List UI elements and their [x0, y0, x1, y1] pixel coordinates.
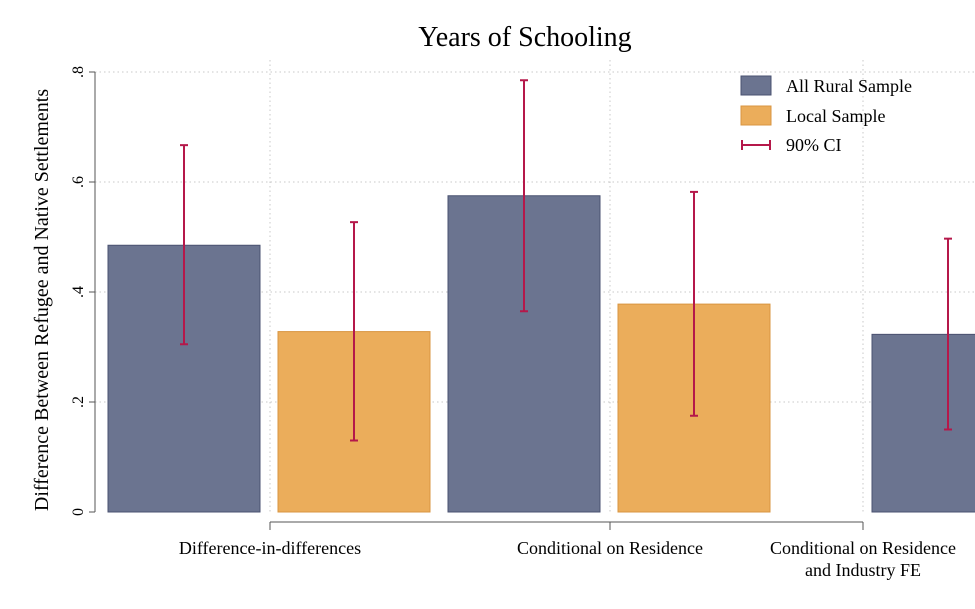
y-tick-label: .2 [70, 396, 87, 408]
x-tick-label: and Industry FE [805, 560, 921, 580]
x-tick-label: Difference-in-differences [179, 538, 361, 558]
legend-swatch [740, 105, 772, 126]
legend-label: All Rural Sample [786, 76, 912, 96]
ci-bar [180, 144, 188, 346]
legend-swatch [740, 75, 772, 96]
ci-bar [690, 190, 698, 417]
y-tick-label: .8 [70, 66, 87, 78]
bar [871, 333, 975, 513]
x-tick-label: Conditional on Residence [517, 538, 703, 558]
chart-title: Years of Schooling [418, 22, 631, 53]
legend: All Rural Sample Local Sample 90% CI [740, 75, 912, 155]
y-tick-label: 0 [70, 508, 87, 516]
y-axis-label: Difference Between Refugee and Native Se… [31, 89, 53, 511]
gridlines [95, 60, 975, 512]
bars [107, 195, 975, 513]
legend-label: 90% CI [786, 135, 842, 155]
ci-bar [944, 237, 952, 431]
x-axis: Difference-in-differences Conditional on … [179, 521, 956, 580]
y-tick-label: .4 [70, 286, 87, 298]
legend-ci-symbol [741, 140, 771, 150]
ci-bar [520, 79, 528, 313]
y-axis: 0 .2 .4 .6 .8 [70, 66, 96, 516]
y-tick-label: .6 [70, 176, 87, 188]
legend-label: Local Sample [786, 106, 885, 126]
x-tick-label: Conditional on Residence [770, 538, 956, 558]
ci-bar [350, 221, 358, 442]
error-bars [180, 79, 952, 442]
